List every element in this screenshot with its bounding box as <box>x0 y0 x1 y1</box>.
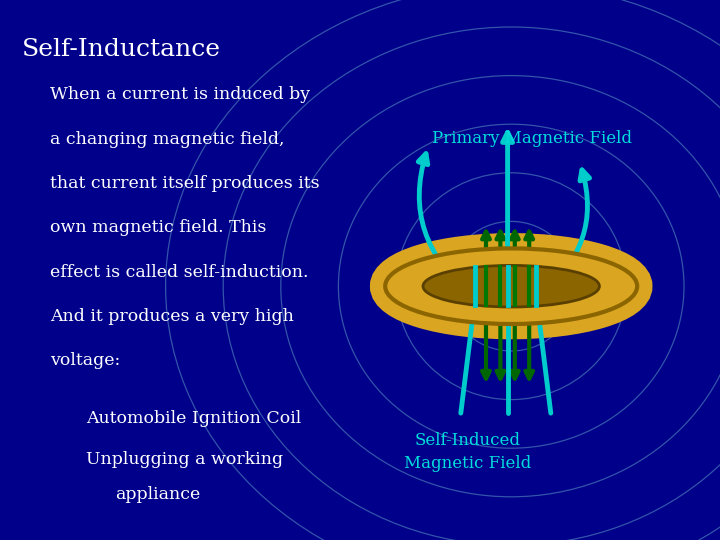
Text: Unplugging a working: Unplugging a working <box>86 451 284 468</box>
Text: Automobile Ignition Coil: Automobile Ignition Coil <box>86 410 302 427</box>
Text: Self-Inductance: Self-Inductance <box>22 38 220 61</box>
Ellipse shape <box>385 248 637 324</box>
Text: voltage:: voltage: <box>50 352 121 369</box>
Text: appliance: appliance <box>115 486 200 503</box>
Text: a changing magnetic field,: a changing magnetic field, <box>50 131 285 147</box>
Text: effect is called self-induction.: effect is called self-induction. <box>50 264 309 280</box>
Text: Primary Magnetic Field: Primary Magnetic Field <box>432 130 632 146</box>
Text: And it produces a very high: And it produces a very high <box>50 308 294 325</box>
Ellipse shape <box>385 248 637 324</box>
Ellipse shape <box>423 266 599 307</box>
Text: that current itself produces its: that current itself produces its <box>50 175 320 192</box>
Text: When a current is induced by: When a current is induced by <box>50 86 310 103</box>
Text: Self-Induced
Magnetic Field: Self-Induced Magnetic Field <box>405 432 531 472</box>
Text: own magnetic field. This: own magnetic field. This <box>50 219 267 236</box>
